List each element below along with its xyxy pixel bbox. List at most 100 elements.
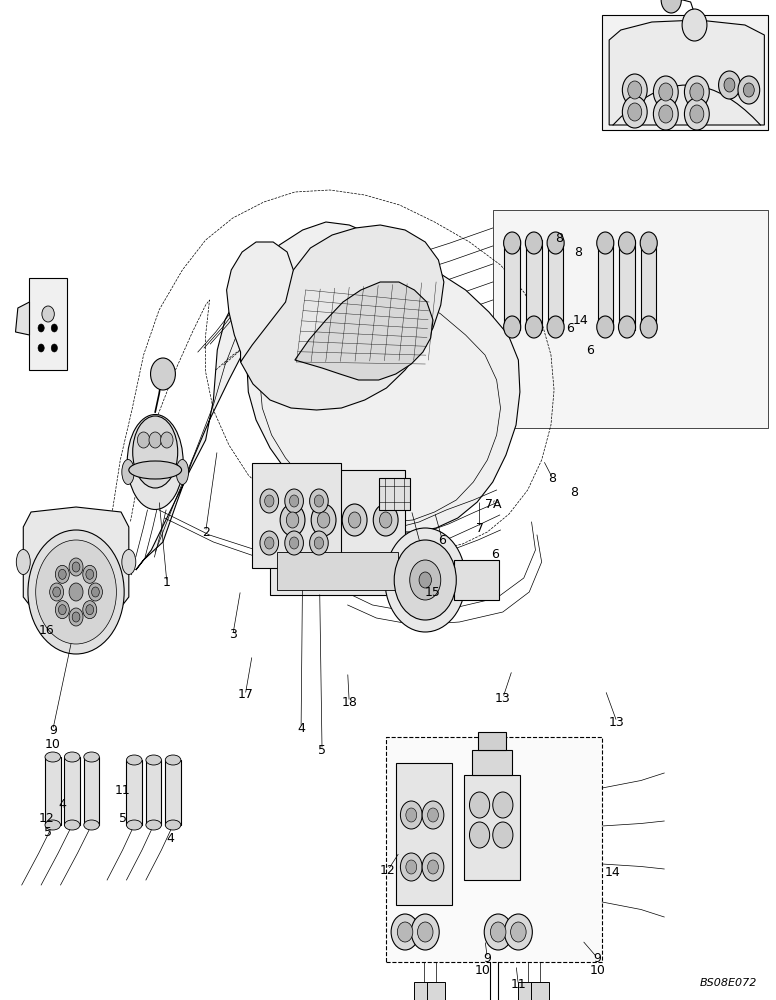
Circle shape: [411, 914, 439, 950]
Circle shape: [618, 316, 636, 338]
Text: 5: 5: [44, 826, 52, 838]
Text: 9: 9: [49, 724, 57, 736]
Text: 14: 14: [573, 314, 588, 326]
Ellipse shape: [133, 416, 178, 488]
Circle shape: [640, 232, 657, 254]
Text: 6: 6: [438, 534, 446, 546]
Circle shape: [391, 914, 419, 950]
Circle shape: [653, 98, 678, 130]
Circle shape: [373, 504, 398, 536]
Circle shape: [640, 316, 657, 338]
Circle shape: [684, 98, 709, 130]
Circle shape: [428, 808, 438, 822]
Bar: [278, 551, 398, 589]
Circle shape: [684, 76, 709, 108]
Circle shape: [659, 105, 673, 123]
Polygon shape: [136, 222, 520, 570]
Text: 8: 8: [570, 486, 578, 498]
Circle shape: [597, 232, 614, 254]
Bar: [64, 757, 80, 825]
Circle shape: [682, 9, 707, 41]
Circle shape: [137, 432, 150, 448]
Circle shape: [406, 860, 417, 874]
Text: 9: 9: [594, 952, 601, 964]
Bar: [531, 982, 549, 1000]
Text: 14: 14: [605, 865, 621, 879]
Circle shape: [72, 562, 80, 572]
Circle shape: [743, 83, 754, 97]
Circle shape: [265, 495, 274, 507]
Bar: [518, 982, 537, 1000]
Circle shape: [50, 583, 64, 601]
Circle shape: [55, 565, 69, 583]
Circle shape: [659, 83, 673, 101]
Bar: [619, 240, 635, 330]
Circle shape: [469, 822, 490, 848]
Circle shape: [289, 537, 299, 549]
Circle shape: [428, 860, 438, 874]
Bar: [504, 240, 520, 330]
Ellipse shape: [64, 752, 80, 762]
Bar: [379, 478, 410, 510]
Circle shape: [690, 83, 704, 101]
Circle shape: [286, 512, 299, 528]
Circle shape: [285, 489, 303, 513]
Text: 9: 9: [483, 952, 491, 964]
Bar: [29, 278, 67, 370]
Circle shape: [525, 316, 542, 338]
Circle shape: [628, 81, 642, 99]
Circle shape: [42, 306, 54, 322]
Text: 11: 11: [115, 784, 130, 796]
Circle shape: [51, 344, 57, 352]
Ellipse shape: [165, 820, 181, 830]
Ellipse shape: [146, 755, 161, 765]
Ellipse shape: [64, 820, 80, 830]
Text: 2: 2: [202, 526, 210, 538]
Circle shape: [161, 432, 173, 448]
Bar: [165, 760, 181, 825]
Bar: [386, 737, 602, 962]
Circle shape: [511, 922, 526, 942]
Ellipse shape: [126, 755, 142, 765]
Polygon shape: [493, 210, 768, 428]
Circle shape: [342, 504, 367, 536]
Circle shape: [86, 569, 94, 579]
Circle shape: [38, 344, 44, 352]
Circle shape: [525, 232, 542, 254]
Circle shape: [83, 601, 97, 619]
Text: 4: 4: [58, 798, 66, 810]
Circle shape: [724, 78, 735, 92]
Ellipse shape: [122, 550, 136, 574]
Text: 1: 1: [163, 576, 171, 588]
Circle shape: [661, 0, 681, 13]
Bar: [598, 240, 613, 330]
Circle shape: [379, 512, 392, 528]
Circle shape: [51, 324, 57, 332]
Circle shape: [38, 324, 44, 332]
Ellipse shape: [176, 460, 189, 485]
Bar: [454, 560, 499, 600]
Ellipse shape: [165, 755, 181, 765]
Circle shape: [422, 801, 444, 829]
Polygon shape: [609, 20, 764, 125]
Text: 11: 11: [511, 978, 526, 992]
Text: 8: 8: [549, 472, 556, 485]
Text: 17: 17: [237, 688, 253, 702]
Ellipse shape: [45, 752, 61, 762]
Circle shape: [69, 608, 83, 626]
Polygon shape: [23, 507, 129, 610]
Bar: [641, 240, 656, 330]
Text: 7: 7: [476, 522, 483, 534]
Text: 10: 10: [590, 964, 605, 976]
Ellipse shape: [84, 752, 99, 762]
Text: 12: 12: [380, 863, 396, 876]
Circle shape: [406, 808, 417, 822]
Circle shape: [260, 531, 279, 555]
Bar: [548, 240, 563, 330]
Circle shape: [493, 792, 513, 818]
Bar: [472, 750, 512, 775]
Ellipse shape: [122, 460, 134, 485]
Circle shape: [36, 540, 116, 644]
Text: 7A: 7A: [484, 498, 501, 512]
Circle shape: [88, 583, 102, 601]
